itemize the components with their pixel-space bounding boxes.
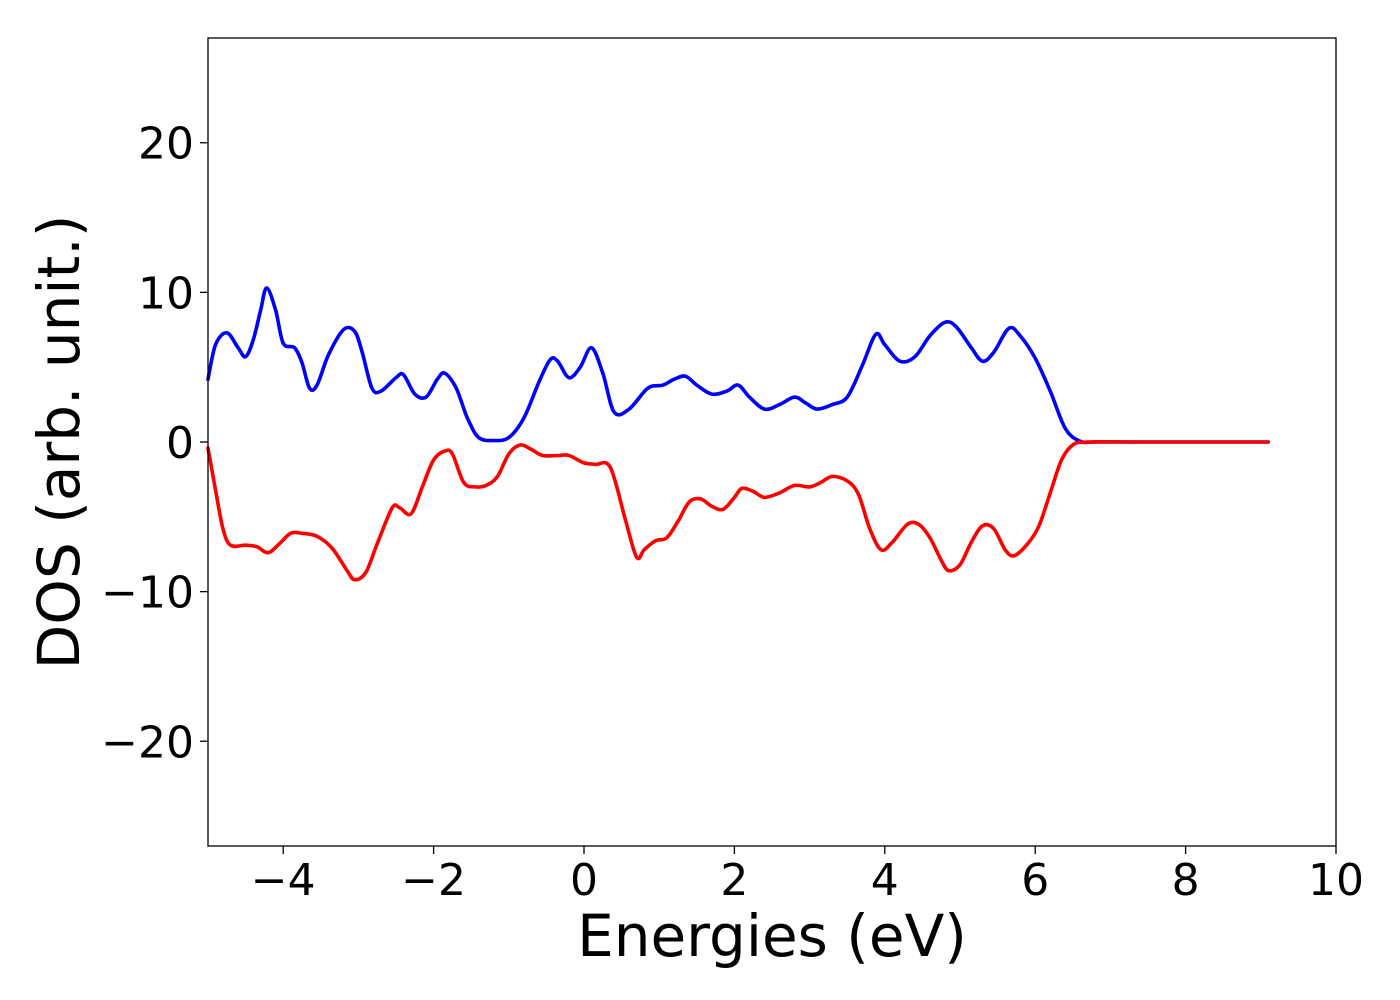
y-tick-label: 0 (166, 418, 194, 469)
y-tick-label: 20 (138, 119, 194, 170)
x-tick-label: 6 (1021, 855, 1049, 906)
series-layer (206, 286, 1271, 582)
y-tick-label: −10 (101, 568, 194, 619)
x-tick-label: −4 (251, 855, 316, 906)
x-axis-ticks: −4 −2 0 2 4 6 8 10 (251, 846, 1364, 906)
dos-curve-down (206, 439, 1271, 582)
x-axis-label: Energies (eV) (577, 902, 967, 970)
y-tick-label: 10 (138, 268, 194, 319)
y-axis-label: DOS (arb. unit.) (25, 215, 93, 670)
x-tick-label: 0 (570, 855, 598, 906)
x-tick-label: −2 (401, 855, 466, 906)
x-tick-label: 4 (871, 855, 899, 906)
dos-curve-up (206, 286, 1271, 445)
x-tick-label: 8 (1172, 855, 1200, 906)
y-tick-label: −20 (101, 717, 194, 768)
x-tick-label: 2 (720, 855, 748, 906)
x-tick-label: 10 (1308, 855, 1364, 906)
y-axis-ticks: 20 10 0 −10 −20 (101, 119, 208, 768)
